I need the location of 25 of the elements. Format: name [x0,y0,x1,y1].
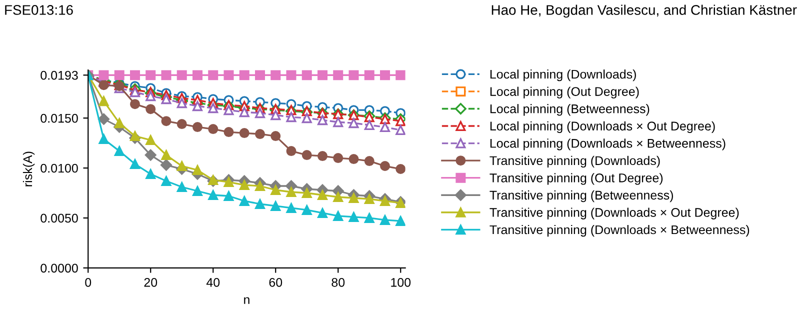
legend-label: Transitive pinning (Downloads) [490,156,660,168]
x-tick-label: 100 [391,278,411,287]
text: FSE013:16 [5,5,73,15]
text: Hao He, Bogdan Vasilescu, and Christian Kästner [492,4,797,18]
x-tick-label: 0 [85,278,92,287]
y-tick-label: 0.0000 [40,264,78,273]
x-axis-title: n [244,297,250,304]
legend-label: Transitive pinning (Downloads × Betweenness) [490,224,750,237]
legend-label: Local pinning (Betweenness) [490,104,650,116]
legend-label: Local pinning (Out Degree) [490,86,639,98]
legend-label: Transitive pinning (Downloads × Out Degree) [490,208,739,220]
legend-label: Transitive pinning (Betweenness) [490,190,673,202]
legend-label: Local pinning (Downloads × Betweenness) [490,138,726,150]
x-tick-label: 20 [144,278,158,287]
y-tick-label: 0.0150 [40,114,78,123]
x-tick-label: 60 [269,278,282,287]
y-tick-label: 0.0050 [40,214,78,223]
x-tick-label: 80 [332,278,345,287]
y-tick-label: 0.0100 [40,164,78,173]
y-tick-label: 0.0193 [40,70,78,80]
legend-label: Local pinning (Downloads × Out Degree) [490,121,715,133]
legend-label: Transitive pinning (Out Degree) [490,173,663,185]
y-axis-title: risk(A) [22,152,35,186]
legend-label: Local pinning (Downloads) [490,69,636,82]
x-tick-label: 40 [206,278,220,287]
